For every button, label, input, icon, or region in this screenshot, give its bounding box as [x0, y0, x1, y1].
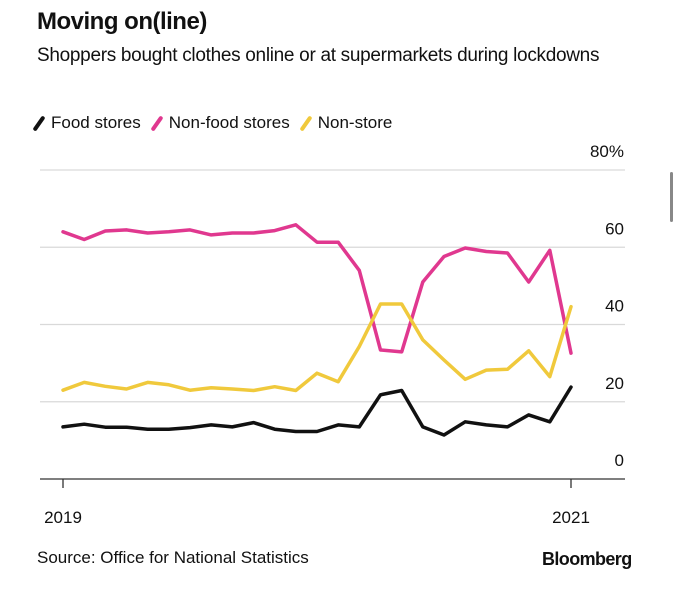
source-note: Source: Office for National Statistics [37, 548, 309, 567]
y-tick-label: 60 [605, 219, 624, 238]
chart-subtitle: Shoppers bought clothes online or at sup… [37, 45, 600, 66]
x-tick-label: 2021 [552, 508, 590, 527]
y-tick-label: 40 [605, 297, 624, 316]
series-line-food-stores [61, 385, 573, 437]
chart-title: Moving on(line) [37, 8, 207, 35]
y-tick-label: 80% [590, 142, 624, 161]
legend-label: Food stores [51, 113, 141, 132]
legend: Food stores Non-food stores Non-store [32, 113, 393, 133]
series-line-non-food-stores [61, 223, 573, 355]
scrollbar[interactable] [670, 172, 673, 222]
legend-label: Non-food stores [168, 113, 290, 132]
series-line-non-store [61, 302, 573, 393]
legend-item-non-food-stores: Non-food stores [150, 113, 290, 133]
x-tick-label: 2019 [44, 508, 82, 527]
bloomberg-logo: Bloomberg [542, 549, 632, 569]
y-tick-label: 20 [605, 374, 624, 393]
y-tick-label: 0 [615, 451, 624, 470]
legend-item-non-store: Non-store [299, 113, 393, 133]
legend-label: Non-store [317, 113, 393, 132]
legend-item-food-stores: Food stores [32, 113, 141, 133]
